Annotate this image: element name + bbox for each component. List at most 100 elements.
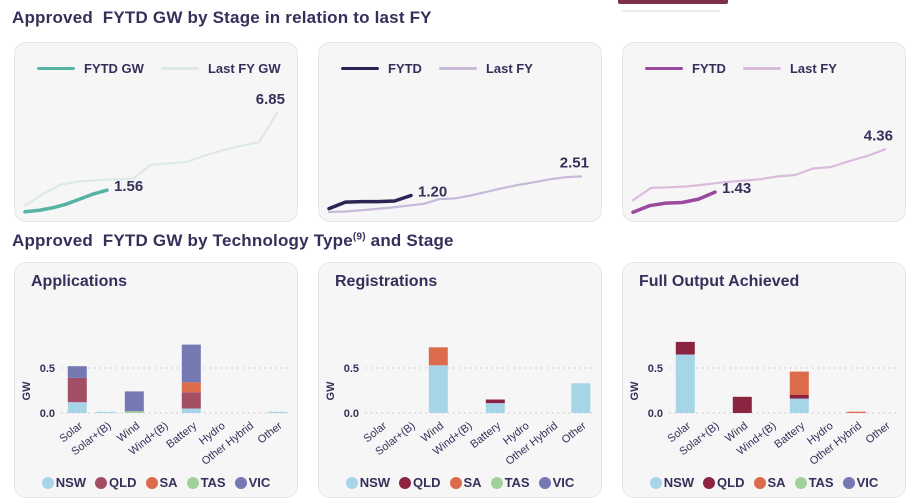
legend-line-swatch [341,67,379,70]
legend-label: QLD [109,475,137,490]
legend-item: TAS [490,475,530,490]
legend-label: TAS [200,475,226,490]
legend-item: QLD [399,475,441,490]
title-tech-footnote: (9) [352,231,366,243]
bar-segment [675,354,695,413]
legend-dot [41,476,54,489]
legend-item: TAS [794,475,834,490]
y-tick-label: 0.5 [648,363,663,375]
legend-item: VIC [234,475,270,490]
legend-dot [186,476,199,489]
legend-item: QLD [703,475,745,490]
legend-item: VIC [842,475,878,490]
fytd-end-label: 1.20 [418,183,447,200]
legend-label: SA [767,475,786,490]
legend-label: NSW [663,475,695,490]
line-chart-legend: FYTD GW Last FY GW [37,61,289,76]
legend-line-swatch [742,67,781,70]
bar-segment [67,402,87,413]
line-chart-legend: FYTD Last FY [341,61,541,76]
legend-label: QLD [717,475,745,490]
y-tick-label: 0.0 [40,408,55,420]
lastfy-end-label: 4.36 [864,127,893,144]
legend-dot [399,476,412,489]
y-axis-label: GW [325,381,337,401]
section-title-technology: Approved FYTD GW by Technology Type(9) a… [12,231,454,251]
bar-segment [96,411,116,413]
legend-dot [649,476,662,489]
bar-segment [571,383,591,413]
legend-label: Last FY [789,61,837,76]
bar-segment [789,395,809,399]
fytd-line [631,190,717,215]
registrations-panel: Registrations 0.5 0.0 GW Solar Solar+(B) Wind… [318,262,602,498]
stage-panel-1: 6.85 1.56 FYTD GW Last FY GW [14,42,298,222]
lastfy-end-label: 2.51 [560,154,589,171]
full-output-panel: Full Output Achieved 0.5 0.0 GW Solar Solar+… [622,262,906,498]
stage-line-chart-2: 2.51 1.20 [327,154,589,214]
y-tick-label: 0.0 [648,408,663,420]
bar-segment [485,399,505,404]
fytd-line [327,193,413,211]
bar-segment [846,411,866,413]
fytd-end-label: 1.56 [114,178,143,195]
legend-line-swatch [438,67,477,70]
legend-dot [703,476,716,489]
legend-label: NSW [359,475,391,490]
legend-item: QLD [95,475,137,490]
legend-item: NSW [41,475,87,490]
legend-label: FYTD [692,61,726,76]
legend-dot [753,476,766,489]
state-legend: NSW QLD SA TAS VIC [319,475,601,490]
bar-chart-title: Applications [31,273,128,290]
cropped-toolbar-remnant [618,0,728,4]
legend-label: QLD [413,475,441,490]
bar-segment [181,408,201,413]
legend-label: FYTD GW [84,61,144,76]
legend-item: NSW [649,475,695,490]
legend-label: NSW [55,475,87,490]
y-tick-label: 0.0 [344,408,359,420]
legend-item: NSW [345,475,391,490]
legend-dot [538,476,551,489]
applications-panel: Applications 0.5 0.0 GW Solar Solar+(B) Wind W… [14,262,298,498]
bar-segment [181,344,201,383]
bar-segment [428,347,448,366]
lastfy-line [631,148,887,202]
state-legend: NSW QLD SA TAS VIC [15,475,297,490]
legend-item: VIC [538,475,574,490]
category-label: Battery [468,420,503,451]
bar-segment [124,391,144,412]
category-label: Other [864,420,893,447]
legend-label: SA [159,475,178,490]
bar-segment [428,365,448,413]
legend-label: Last FY [485,61,533,76]
cropped-toolbar-shadow [622,10,720,12]
legend-item: SA [145,475,178,490]
title-tech-text: Approved FYTD GW by Technology Type [12,231,353,250]
bar-segment [267,411,287,413]
bar-segment [181,392,201,409]
legend-dot [95,476,108,489]
legend-label: TAS [808,475,834,490]
legend-item: SA [449,475,482,490]
category-label: Other [256,420,285,447]
bar-segment [675,341,695,355]
legend-dot [842,476,855,489]
bar-segment [732,396,752,413]
category-label: Other [560,420,589,447]
fytd-line [23,188,109,214]
stage-line-chart-1: 6.85 1.56 [23,91,285,214]
legend-dot [490,476,503,489]
legend-label: TAS [504,475,530,490]
fytd-end-label: 1.43 [722,180,751,197]
bar-segment [789,371,809,395]
category-label: Battery [164,420,199,451]
bar-segment [124,411,144,413]
legend-item: SA [753,475,786,490]
legend-line-swatch [645,67,683,70]
